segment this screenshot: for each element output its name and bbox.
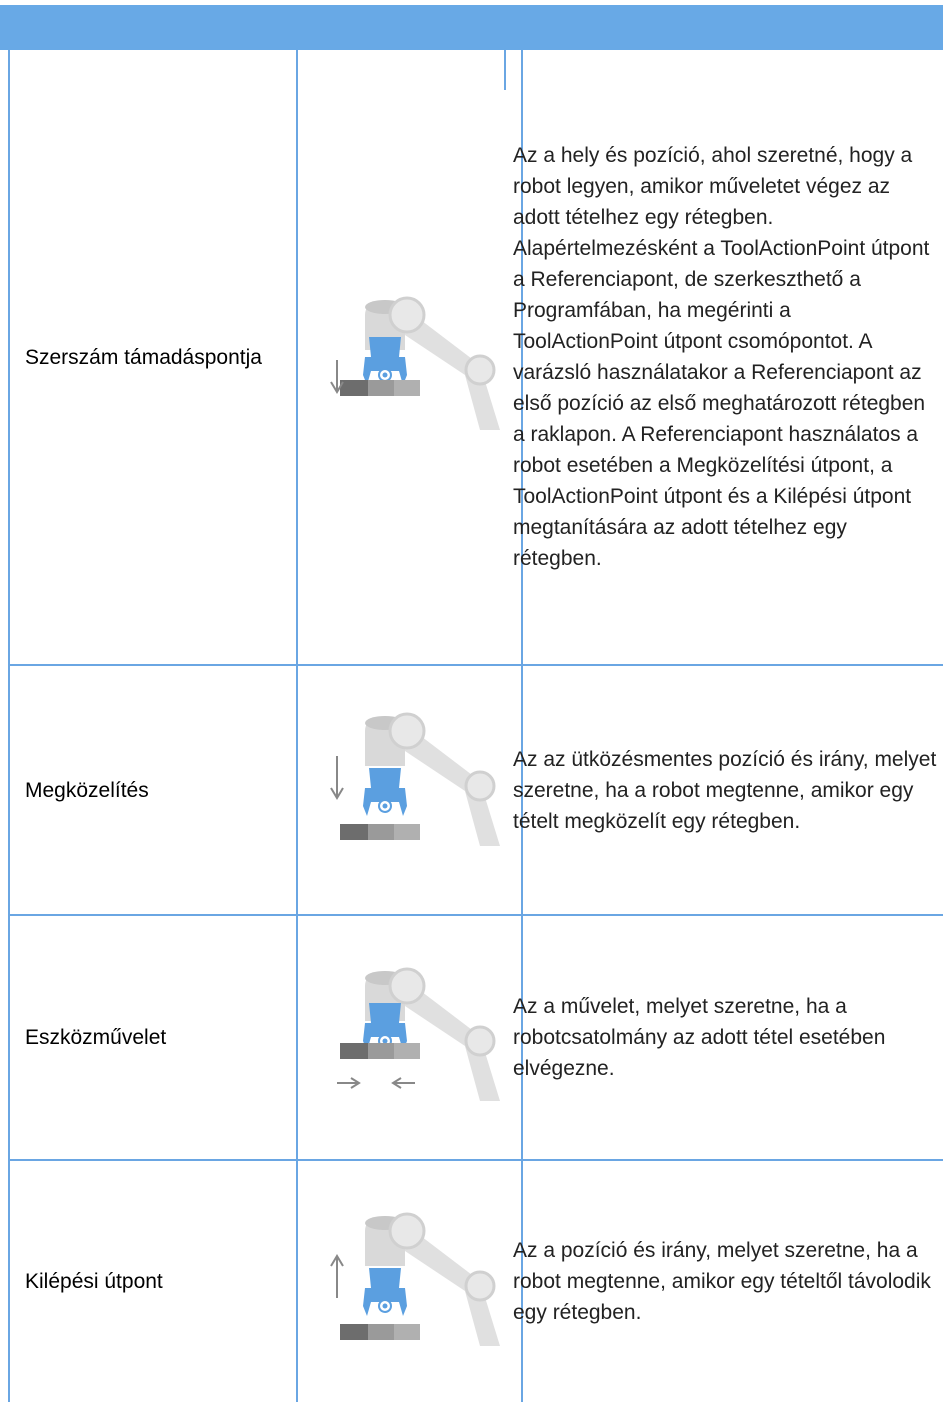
table-header <box>0 5 943 50</box>
term: Kilépési útpont <box>25 1270 163 1293</box>
description: Az a hely és pozíció, ahol szeretné, hog… <box>513 144 930 570</box>
column-line <box>296 50 298 1402</box>
term: Eszközművelet <box>25 1026 167 1049</box>
description: Az az ütközésmentes pozíció és irány, me… <box>513 747 937 833</box>
description: Az a művelet, melyet szeretne, ha a robo… <box>513 995 886 1080</box>
table-row: Kilépési útpont Az a pozíció és irány, m… <box>0 1161 943 1402</box>
icon <box>337 961 515 1101</box>
row-line <box>8 914 943 916</box>
column-line <box>504 50 506 90</box>
icon <box>330 706 515 846</box>
term: Megközelítés <box>25 778 149 802</box>
table-row: Eszközművelet Az a művelet, melyet szere… <box>0 916 943 1159</box>
column-line <box>521 50 523 1402</box>
term: Szerszám támadáspontja <box>25 345 262 369</box>
row-line <box>8 1159 943 1161</box>
icon <box>330 290 515 430</box>
border <box>8 50 10 1402</box>
table-row: Megközelítés Az az ütközésmentes pozíció… <box>0 666 943 914</box>
table-row: Szerszám támadáspontja Az a hely és pozí… <box>0 50 943 664</box>
row-line <box>8 664 943 666</box>
icon <box>330 1206 515 1346</box>
description: Az a pozíció és irány, melyet szeretne, … <box>513 1239 931 1324</box>
